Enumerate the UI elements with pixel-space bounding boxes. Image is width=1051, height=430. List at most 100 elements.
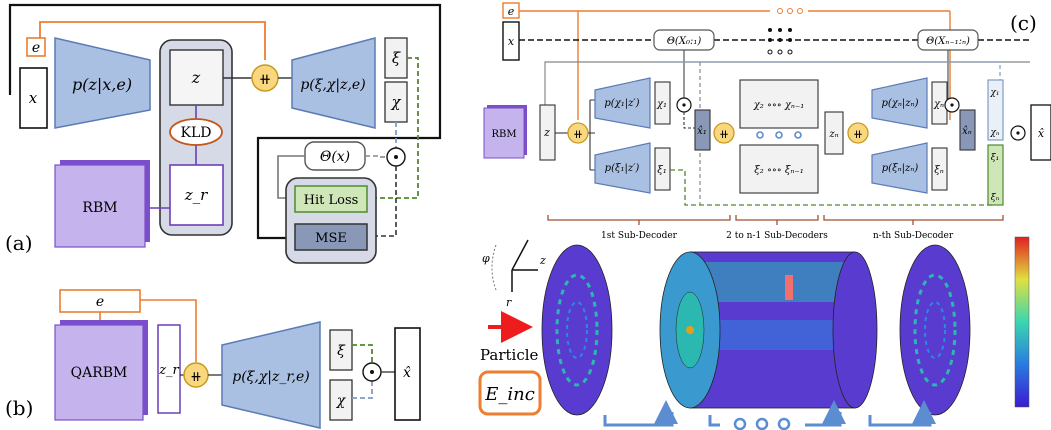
particle-label: Particle [480,346,539,364]
concat-symbol-c2: ⧺ [719,127,729,141]
hit-loss-label: Hit Loss [304,193,359,208]
dec1-bot-label: p(ξ₁|z′) [605,163,640,174]
xi1-label: ξ₁ [657,165,667,176]
xi-stack-bot: ξₙ [991,193,1000,203]
ellipsis-dots [767,28,793,55]
xi-stack [987,144,1004,206]
decn-top-label: p(χₙ|zₙ) [881,98,918,109]
e-box [26,37,46,57]
encoder-trapezoid [54,37,151,129]
dec1-top-label: p(χ₁|z′) [604,98,639,109]
zr-box-b [157,324,181,414]
mid-top-box [739,79,819,129]
zr-label-b: z_r [158,363,179,378]
decoder-1-top [594,77,651,129]
detector-left [541,244,613,416]
qarbm-label: QARBM [71,365,128,381]
decoder-n-bot [871,142,928,194]
e-label-c: e [508,5,515,18]
chi-stack [987,79,1004,141]
brace-2 [735,215,819,225]
e-label-b: e [96,294,104,310]
chin-label: χₙ [933,99,944,110]
theta-last-label: Θ(Xₙ₋₁:ₙ) [926,36,970,47]
rbm-label-a: RBM [82,200,117,216]
panel-b: e QARBM z_r ⧺ p(ξ,χ|z_r,e) ξ χ x̂ (b) [5,289,421,429]
panel-c: (c) e x Θ(X₀:₁) Θ(Xₙ₋₁:ₙ) [478,2,1051,430]
decoder-n-top [871,77,928,129]
xin-label: ξₙ [934,165,944,176]
zr-label: z_r [184,186,208,204]
concat-symbol-c3: ⧺ [853,127,863,141]
xhat1-label: x̂₁ [697,126,707,137]
e-label: e [32,40,40,56]
decoder-trapezoid-b [221,321,321,429]
chi-stack-bot: χₙ [989,128,999,138]
x-box-c [502,21,520,61]
chi-label-a: χ [390,93,401,111]
qarbm-box [54,324,144,421]
mid-top-label: χ₂ ∘∘∘ χₙ₋₁ [753,100,805,111]
rbm-box-a [54,164,146,248]
mse-box [294,223,368,251]
z-label: z [191,68,201,87]
zr-box [169,164,224,226]
decoder-trapezoid-a [291,37,376,129]
chi-stack-top: χ₁ [989,88,999,98]
xi-stack-top: ξ₁ [991,153,1000,163]
axis-z: z [539,254,546,267]
decn-bot-label: p(ξₙ|zₙ) [882,163,919,174]
rbm-box-c [483,107,525,159]
panel-a-label: (a) [5,231,33,255]
e-line [39,21,266,60]
einc-label: E_inc [484,384,535,405]
decoder-1-bot [594,142,651,194]
flow-arrow-2 [708,415,720,427]
xhat-label-b: x̂ [403,365,411,381]
colorbar [1014,236,1030,408]
concat-circle-c3 [847,122,869,144]
panel-c-label: (c) [1010,11,1037,35]
axis-r: r [506,296,512,309]
decoder-label-b: p(ξ,χ|z_r,e) [232,369,310,385]
panel-a: x e p(z|x,e) z KLD z_r RBM ⧺ p(ξ,χ|z,e) [5,3,442,264]
xhatn-label: x̂ₙ [962,126,972,137]
chi1-box [654,81,671,125]
brace-3-label: n-th Sub-Decoder [873,231,954,241]
mid-bot-label: ξ₂ ∘∘∘ ξₙ₋₁ [754,165,803,176]
chi-box-b [329,379,353,421]
xi-label-a: ξ [392,49,401,67]
brace-2-label: 2 to n-1 Sub-Decoders [726,231,828,241]
detector-right [899,244,971,416]
kld-label: KLD [181,125,212,141]
mid-bot-box [739,144,819,194]
concat-symbol-b: ⧺ [190,369,202,385]
rbm-label-c: RBM [491,129,516,140]
zn-box [824,111,844,155]
concat-symbol-a: ⧺ [259,70,272,88]
brace-1-label: 1st Sub-Decoder [601,231,678,241]
xhat1-box [694,109,711,151]
brace-3 [823,215,1004,225]
xin-box [931,147,948,191]
panel-b-label: (b) [5,396,33,420]
x-label: x [29,89,38,107]
xi-label-b: ξ [337,343,346,359]
flow-arrow-1 [603,400,678,427]
xi1-box [654,147,671,191]
concat-circle-c2 [713,122,735,144]
brace-1 [547,215,731,225]
x-box [19,67,48,129]
xi-box-b [329,329,353,371]
theta-first-label: Θ(X₀:₁) [667,36,702,47]
xi-dashed-line [368,57,419,199]
loop-line [8,3,442,240]
axis-phi: φ [482,252,490,265]
xhat-label-c: x̂ [1038,127,1045,140]
z-label-c: z [543,126,550,139]
mse-label: MSE [315,231,347,246]
einc-box [478,370,542,416]
flow-arrow-3 [868,400,936,427]
hit-loss-box [294,185,368,213]
